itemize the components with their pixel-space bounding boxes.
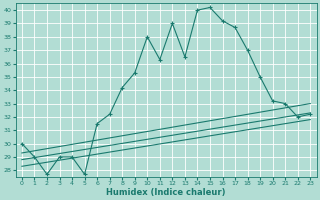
X-axis label: Humidex (Indice chaleur): Humidex (Indice chaleur) bbox=[106, 188, 226, 197]
